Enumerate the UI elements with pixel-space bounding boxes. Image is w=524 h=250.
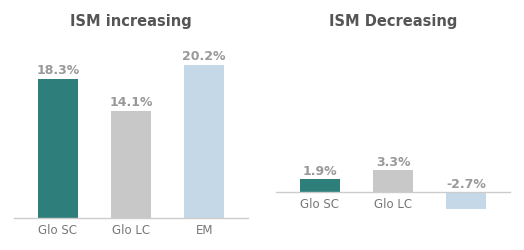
Bar [373, 170, 413, 192]
Title: ISM increasing: ISM increasing [70, 14, 192, 29]
Bar [446, 192, 486, 209]
Bar [184, 66, 224, 218]
Text: 3.3%: 3.3% [376, 156, 410, 168]
Bar [111, 112, 151, 218]
Text: 20.2%: 20.2% [182, 50, 226, 62]
Title: ISM Decreasing: ISM Decreasing [329, 14, 457, 29]
Text: 18.3%: 18.3% [36, 64, 80, 77]
Text: -2.7%: -2.7% [446, 177, 486, 190]
Bar [38, 80, 78, 218]
Text: 1.9%: 1.9% [302, 165, 337, 178]
Text: 14.1%: 14.1% [109, 96, 153, 108]
Bar [300, 180, 340, 192]
